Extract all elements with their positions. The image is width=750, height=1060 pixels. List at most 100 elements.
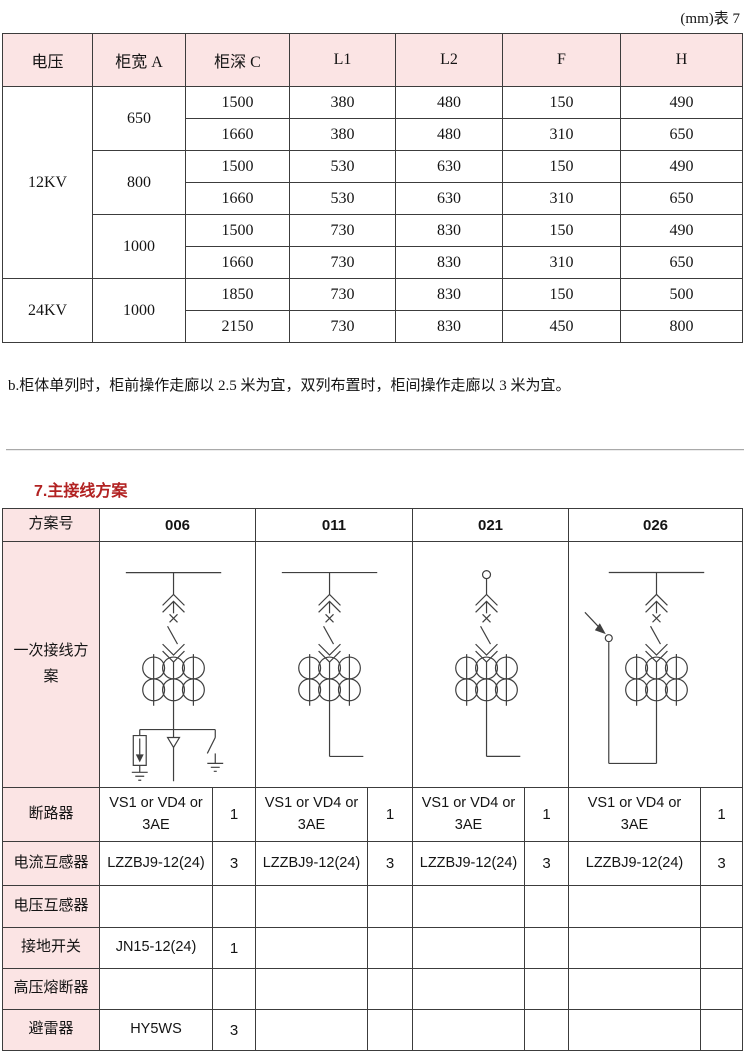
diagram-row: 一次接线方案	[2, 541, 744, 788]
equipment-qty-cell: 1	[212, 927, 256, 969]
spec-cell: 650	[620, 246, 743, 279]
equipment-name-cell: LZZBJ9-12(24)	[255, 841, 368, 886]
spec-cell: 1660	[185, 246, 290, 279]
equipment-qty-cell	[700, 1009, 744, 1051]
diagram-row-label: 一次接线方案	[2, 541, 100, 788]
spec-cell: 1660	[185, 182, 290, 215]
spec-cell: 310	[502, 118, 621, 151]
equipment-name-cell	[412, 885, 526, 928]
equipment-name-cell	[568, 885, 702, 928]
spec-cell: 650	[620, 118, 743, 151]
equipment-name-cell: LZZBJ9-12(24)	[412, 841, 526, 886]
header-l2: L2	[395, 33, 503, 87]
equipment-name-cell: HY5WS	[99, 1009, 213, 1051]
table-row: 1660 530 630 310 650	[3, 182, 743, 215]
equipment-row-breaker: 断路器 VS1 or VD4 or 3AE 1 VS1 or VD4 or 3A…	[2, 787, 744, 842]
width-1000-24kv-cell: 1000	[92, 278, 186, 343]
section-heading: 7.主接线方案	[34, 483, 128, 500]
spec-cell: 150	[502, 278, 621, 311]
spec-cell: 1500	[185, 150, 290, 183]
spec-cell: 1850	[185, 278, 290, 311]
header-h: H	[620, 33, 743, 87]
width-1000-cell: 1000	[92, 214, 186, 279]
equipment-qty-cell	[524, 1009, 570, 1051]
equipment-qty-cell	[366, 968, 414, 1010]
spec-cell: 530	[289, 150, 396, 183]
one-line-diagram-026	[569, 542, 742, 787]
spec-cell: 450	[502, 310, 621, 343]
spec-cell: 380	[289, 86, 396, 119]
row-label-breaker: 断路器	[2, 787, 100, 842]
one-line-diagram-011	[256, 542, 412, 787]
row-label-voltage-transformer: 电压互感器	[2, 885, 100, 928]
spec-cell: 830	[395, 310, 503, 343]
equipment-name-cell	[99, 885, 213, 928]
equipment-row-hv-fuse: 高压熔断器	[2, 968, 744, 1010]
spec-cell: 730	[289, 246, 396, 279]
spec-cell: 730	[289, 214, 396, 247]
note-text: b.柜体单列时，柜前操作走廊以 2.5 米为宜，双列布置时，柜间操作走廊以 3 …	[8, 378, 571, 394]
table-caption: (mm)表 7	[680, 11, 740, 27]
section-divider	[6, 449, 744, 451]
equipment-qty-cell	[524, 927, 570, 969]
dimension-table: 电压 柜宽 A 柜深 C L1 L2 F H 12KV 650 1500 380…	[2, 33, 743, 343]
spec-cell: 730	[289, 278, 396, 311]
row-label-earthing-switch: 接地开关	[2, 927, 100, 969]
spec-cell: 500	[620, 278, 743, 311]
table-row: 2150 730 830 450 800	[3, 310, 743, 343]
equipment-qty-cell	[366, 927, 414, 969]
header-f: F	[502, 33, 621, 87]
one-line-diagram-021	[413, 542, 568, 787]
diagram-cell-021	[412, 541, 570, 788]
spec-cell: 530	[289, 182, 396, 215]
table-row: 800 1500 530 630 150 490	[3, 150, 743, 215]
table-row: 24KV 1000 1850 730 830 150 500	[2, 278, 743, 343]
equipment-name-cell	[412, 927, 526, 969]
table-row: 1000 1500 730 830 150 490	[3, 214, 743, 279]
header-l1: L1	[289, 33, 396, 87]
equipment-row-surge-arrester: 避雷器 HY5WS 3	[2, 1009, 744, 1051]
equipment-qty-cell: 3	[212, 841, 256, 886]
spec-cell: 650	[620, 182, 743, 215]
row-label-surge-arrester: 避雷器	[2, 1009, 100, 1051]
equipment-qty-cell: 1	[524, 787, 570, 842]
spec-cell: 830	[395, 278, 503, 311]
equipment-name-cell	[412, 968, 526, 1010]
spec-cell: 800	[620, 310, 743, 343]
spec-cell: 480	[395, 86, 503, 119]
scheme-no-label: 方案号	[2, 508, 100, 542]
width-800-cell: 800	[92, 150, 186, 215]
equipment-name-cell	[568, 1009, 702, 1051]
equipment-qty-cell: 1	[366, 787, 414, 842]
voltage-12kv-cell: 12KV	[2, 86, 93, 279]
spec-cell: 380	[289, 118, 396, 151]
equipment-name-cell: VS1 or VD4 or 3AE	[412, 787, 526, 842]
diagram-cell-026	[568, 541, 744, 788]
spec-cell: 1500	[185, 86, 290, 119]
spec-cell: 310	[502, 246, 621, 279]
equipment-qty-cell: 1	[700, 787, 744, 842]
spec-cell: 730	[289, 310, 396, 343]
equipment-row-earthing-switch: 接地开关 JN15-12(24) 1	[2, 927, 744, 969]
spec-cell: 310	[502, 182, 621, 215]
equipment-qty-cell: 3	[366, 841, 414, 886]
header-cabinet-depth: 柜深 C	[185, 33, 290, 87]
spec-cell: 490	[620, 214, 743, 247]
dimension-table-header-row: 电压 柜宽 A 柜深 C L1 L2 F H	[2, 33, 743, 87]
equipment-name-cell: VS1 or VD4 or 3AE	[255, 787, 368, 842]
equipment-name-cell	[568, 927, 702, 969]
equipment-qty-cell	[524, 885, 570, 928]
voltage-24kv-cell: 24KV	[2, 278, 93, 343]
table-row: 1660 730 830 310 650	[3, 246, 743, 279]
equipment-qty-cell	[700, 968, 744, 1010]
row-label-hv-fuse: 高压熔断器	[2, 968, 100, 1010]
equipment-qty-cell	[366, 1009, 414, 1051]
spec-cell: 830	[395, 214, 503, 247]
diagram-cell-011	[254, 541, 414, 788]
equipment-name-cell	[568, 968, 702, 1010]
spec-cell: 2150	[185, 310, 290, 343]
row-label-current-transformer: 电流互感器	[2, 841, 100, 886]
spec-cell: 490	[620, 150, 743, 183]
table-row: 12KV 650 1500 380 480 150 490	[2, 86, 743, 279]
equipment-name-cell	[255, 885, 368, 928]
